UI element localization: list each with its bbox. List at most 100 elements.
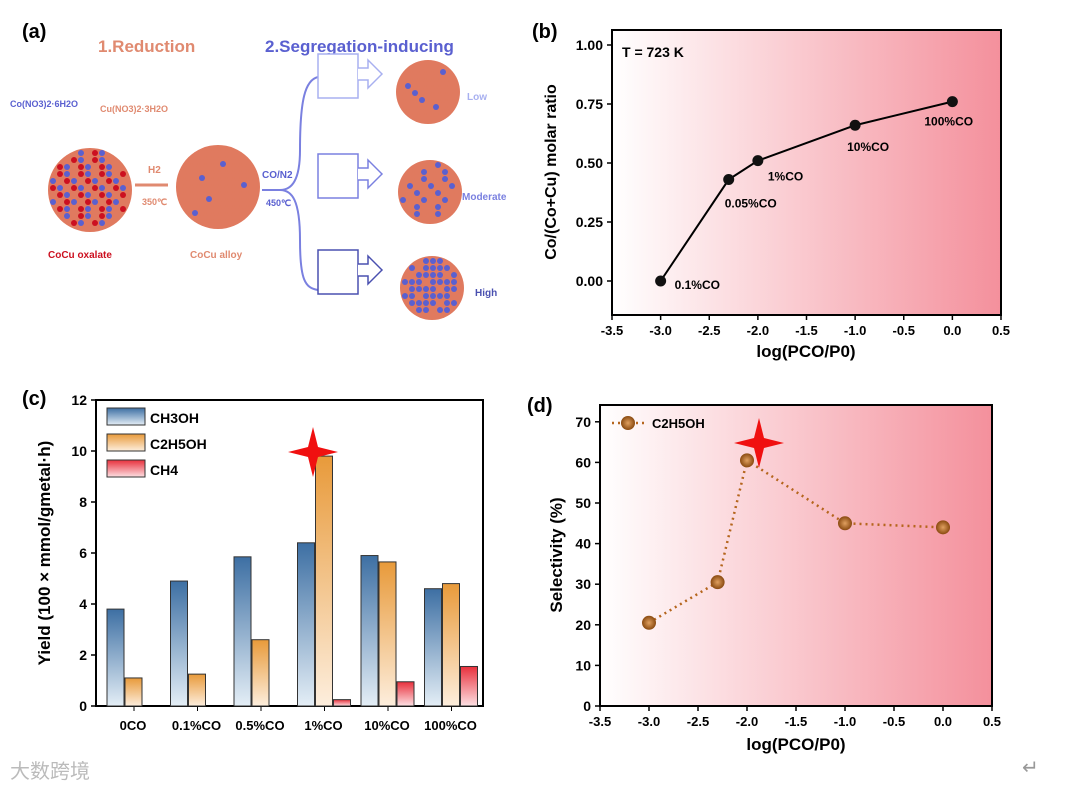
atom <box>398 83 404 89</box>
atom <box>199 217 205 223</box>
atom <box>444 300 450 306</box>
atom <box>78 171 84 177</box>
atom <box>78 150 84 156</box>
legend-swatch <box>106 459 146 478</box>
x-tick-label: 0.5 <box>983 714 1001 729</box>
atom <box>440 76 446 82</box>
atom <box>430 307 436 313</box>
atom <box>234 217 240 223</box>
atom <box>435 211 441 217</box>
atom <box>120 192 126 198</box>
atom <box>220 196 226 202</box>
atom <box>430 286 436 292</box>
atom <box>92 164 98 170</box>
y-tick-label: 60 <box>575 454 591 470</box>
atom <box>428 183 434 189</box>
step1-title: 1.Reduction <box>98 37 195 56</box>
atom <box>423 307 429 313</box>
atom <box>213 168 219 174</box>
atom <box>199 154 205 160</box>
cu-precursor: Cu(NO3)2·3H2O <box>100 104 168 114</box>
x-tick-label: -3.5 <box>589 714 611 729</box>
atom <box>92 220 98 226</box>
atom <box>106 178 112 184</box>
atom <box>99 157 105 163</box>
atom <box>234 189 240 195</box>
atom <box>430 258 436 264</box>
atom <box>99 213 105 219</box>
atom <box>234 203 240 209</box>
return-icon: ↵ <box>1022 757 1039 779</box>
atom <box>398 97 404 103</box>
atom <box>444 279 450 285</box>
atom <box>426 76 432 82</box>
atom <box>120 206 126 212</box>
data-point <box>740 453 754 468</box>
atom <box>178 175 184 181</box>
y-axis-label-c: Yield (100 × mmol/gmetal·h) <box>35 441 54 666</box>
atom <box>227 168 233 174</box>
point-label: 100%CO <box>924 115 973 129</box>
atom <box>113 213 119 219</box>
data-point <box>838 516 852 531</box>
atom <box>442 190 448 196</box>
category-label: 0CO <box>120 718 147 733</box>
atom <box>227 203 233 209</box>
y-tick-label: 30 <box>575 576 591 592</box>
atom <box>85 213 91 219</box>
atom <box>199 175 205 181</box>
atom <box>419 104 425 110</box>
atom <box>71 199 77 205</box>
atom <box>192 168 198 174</box>
x-axis-label-d: log(PCO/P0) <box>746 735 845 754</box>
bar-CH3OH <box>297 542 315 707</box>
atom <box>192 182 198 188</box>
atom <box>92 150 98 156</box>
atom <box>78 213 84 219</box>
legend-swatch <box>106 407 146 426</box>
atom <box>407 197 413 203</box>
atom <box>85 192 91 198</box>
atom <box>78 206 84 212</box>
alloy-label: CoCu alloy <box>190 250 243 261</box>
atom <box>419 90 425 96</box>
atom <box>442 211 448 217</box>
panel-label-d: (d) <box>527 395 553 417</box>
atom <box>92 178 98 184</box>
atom <box>419 111 425 117</box>
atom <box>419 62 425 68</box>
atom <box>206 203 212 209</box>
atom <box>57 199 63 205</box>
x-axis-label-b: log(PCO/P0) <box>756 342 855 361</box>
temp-350: 350℃ <box>142 197 167 207</box>
atom <box>227 182 233 188</box>
atom <box>421 197 427 203</box>
atom <box>402 286 408 292</box>
atom <box>50 199 56 205</box>
bar-C2H5OH <box>124 677 143 707</box>
legend-label: CH4 <box>150 462 178 478</box>
atom <box>437 286 443 292</box>
atom <box>50 192 56 198</box>
atom <box>78 157 84 163</box>
atom <box>435 204 441 210</box>
atom <box>213 161 219 167</box>
atom <box>213 182 219 188</box>
atom <box>412 69 418 75</box>
atom <box>437 258 443 264</box>
atom <box>106 213 112 219</box>
atom <box>192 175 198 181</box>
atom <box>113 192 119 198</box>
atom <box>71 157 77 163</box>
data-point <box>710 575 725 590</box>
atom <box>185 189 191 195</box>
bar-CH4 <box>396 681 415 707</box>
atom <box>227 210 233 216</box>
atom <box>428 169 434 175</box>
atom <box>412 111 418 117</box>
atom <box>409 272 415 278</box>
atom <box>220 175 226 181</box>
x-tick-label: -0.5 <box>893 323 915 338</box>
atom <box>435 197 441 203</box>
level-label: Moderate <box>462 192 507 203</box>
